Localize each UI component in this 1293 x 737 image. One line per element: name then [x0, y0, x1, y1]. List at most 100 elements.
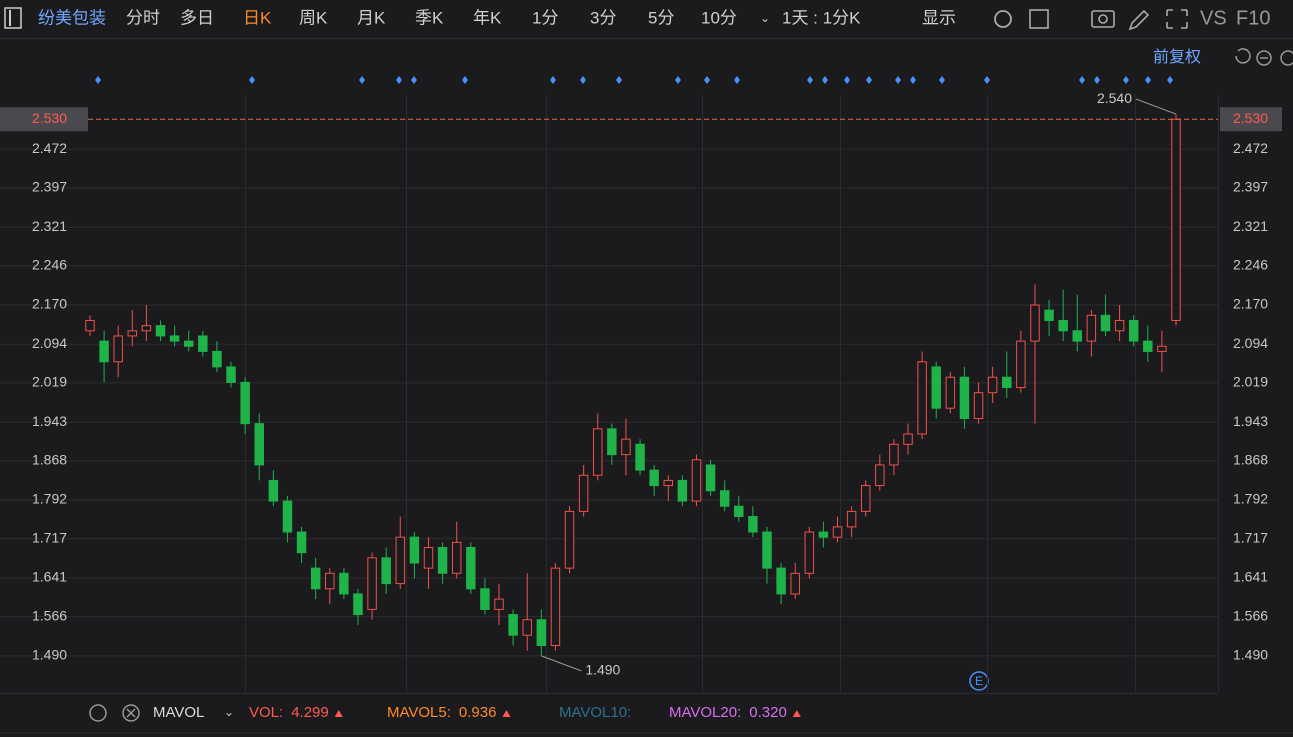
- event-diamond: [704, 76, 710, 84]
- event-badge-text: E: [975, 674, 983, 688]
- y-tick-label: 1.566: [32, 607, 67, 623]
- period-tab[interactable]: 3分: [590, 8, 616, 27]
- candle-body: [705, 464, 716, 492]
- period-tab[interactable]: 周K: [299, 8, 328, 27]
- period-tab[interactable]: 季K: [415, 8, 444, 27]
- candle-body: [127, 330, 138, 337]
- current-price-label: 2.530: [32, 110, 67, 126]
- period-tabs: 分时 多日 日K 周K 月K 季K 年K 1分 3分 5分 10分: [126, 8, 737, 27]
- settings-icon[interactable]: [994, 10, 1012, 28]
- max-label: 2.540: [1097, 90, 1132, 106]
- y-tick-label-right: 1.868: [1233, 452, 1268, 468]
- pen-icon[interactable]: [1128, 9, 1150, 31]
- y-tick-label: 2.321: [32, 218, 67, 234]
- candle-body: [141, 325, 152, 332]
- indicator-name[interactable]: MAVOL: [153, 704, 204, 721]
- f10-tab[interactable]: F10: [1236, 7, 1270, 29]
- zoom-out[interactable]: [1256, 50, 1272, 66]
- candle-body: [85, 319, 95, 332]
- sidebar-toggle[interactable]: [4, 7, 22, 29]
- candle-body: [875, 464, 885, 487]
- candle-body: [451, 541, 462, 574]
- candle-body: [522, 619, 532, 636]
- candle-body: [282, 500, 293, 533]
- y-tick-label: 2.019: [32, 374, 67, 390]
- candle-body: [860, 485, 871, 512]
- period-tab[interactable]: 5分: [648, 8, 674, 27]
- y-tick-label-right: 2.170: [1233, 296, 1268, 312]
- y-tick-label-right: 1.566: [1233, 607, 1268, 623]
- candle-body: [99, 340, 109, 363]
- y-tick-label: 1.792: [32, 491, 67, 507]
- period-tab[interactable]: 分时: [126, 8, 160, 27]
- interval-selector[interactable]: 1天 : 1分K: [782, 8, 861, 27]
- candle-body: [748, 516, 758, 533]
- event-diamond: [359, 76, 365, 84]
- candle-body: [832, 526, 843, 538]
- stock-name[interactable]: 纷美包装: [38, 8, 106, 27]
- event-diamond: [1145, 76, 1151, 84]
- candle-body: [1058, 319, 1068, 332]
- candle-body: [325, 572, 335, 590]
- candle-body: [395, 536, 406, 585]
- candle-body: [339, 572, 349, 595]
- y-tick-label-right: 2.019: [1233, 374, 1268, 390]
- zoom-in[interactable]: [1280, 50, 1293, 66]
- y-tick-label-right: 2.321: [1233, 218, 1268, 234]
- y-tick-label-right: 1.641: [1233, 569, 1268, 585]
- candle-body: [607, 428, 617, 456]
- period-tab[interactable]: 日K: [243, 8, 272, 27]
- indicator-label: MAVOL10:: [559, 704, 631, 721]
- y-tick-label: 2.094: [32, 335, 67, 351]
- period-tab[interactable]: 年K: [473, 8, 502, 27]
- y-tick-label: 1.717: [32, 529, 67, 545]
- indicator-settings[interactable]: [89, 704, 107, 722]
- vs-tab[interactable]: VS: [1200, 7, 1227, 29]
- candle-body: [466, 546, 476, 590]
- y-tick-label-right: 1.490: [1233, 647, 1268, 663]
- candle-body: [987, 376, 998, 394]
- indicator-label: MAVOL5:: [387, 704, 451, 721]
- candle-body: [621, 438, 631, 456]
- candle-body: [903, 433, 913, 445]
- adjust-mode[interactable]: 前复权: [1153, 48, 1201, 66]
- event-diamond: [249, 76, 255, 84]
- event-diamond: [550, 76, 556, 84]
- period-tab[interactable]: 10分: [701, 8, 737, 27]
- period-tab[interactable]: 多日: [180, 8, 214, 27]
- candle-body: [212, 350, 222, 368]
- max-leader: [1135, 98, 1177, 115]
- fullscreen-icon[interactable]: [1166, 9, 1188, 29]
- candle-body: [367, 557, 377, 610]
- y-tick-label-right: 2.472: [1233, 140, 1268, 156]
- candle-body: [846, 510, 857, 528]
- draw-box-icon[interactable]: [1029, 9, 1049, 29]
- camera-icon[interactable]: [1091, 10, 1115, 28]
- y-tick-label: 2.170: [32, 296, 67, 312]
- candle-body: [1171, 118, 1181, 321]
- y-tick-label-right: 1.792: [1233, 491, 1268, 507]
- candle-body: [931, 366, 941, 409]
- candle-body: [917, 361, 927, 435]
- period-tab[interactable]: 月K: [357, 8, 386, 27]
- y-tick-label: 1.641: [32, 569, 67, 585]
- reset-icon[interactable]: [1235, 48, 1251, 64]
- event-diamond: [675, 76, 681, 84]
- y-tick-label: 1.943: [32, 413, 67, 429]
- event-diamond: [95, 76, 101, 84]
- candle-body: [155, 325, 166, 337]
- y-tick-label-right: 1.943: [1233, 413, 1268, 429]
- dropdown-caret[interactable]: ⌄: [760, 11, 770, 25]
- candle-body: [762, 531, 772, 569]
- period-tab[interactable]: 1分: [532, 8, 558, 27]
- indicator-caret[interactable]: ⌄: [224, 705, 234, 719]
- event-diamond: [1123, 76, 1129, 84]
- min-label: 1.490: [585, 662, 620, 678]
- candle-body: [1030, 304, 1040, 342]
- candle-body: [790, 572, 800, 595]
- candle-body: [437, 546, 448, 574]
- indicator-close[interactable]: [122, 704, 140, 722]
- display-menu[interactable]: 显示: [922, 8, 956, 27]
- y-tick-label-right: 2.397: [1233, 179, 1268, 195]
